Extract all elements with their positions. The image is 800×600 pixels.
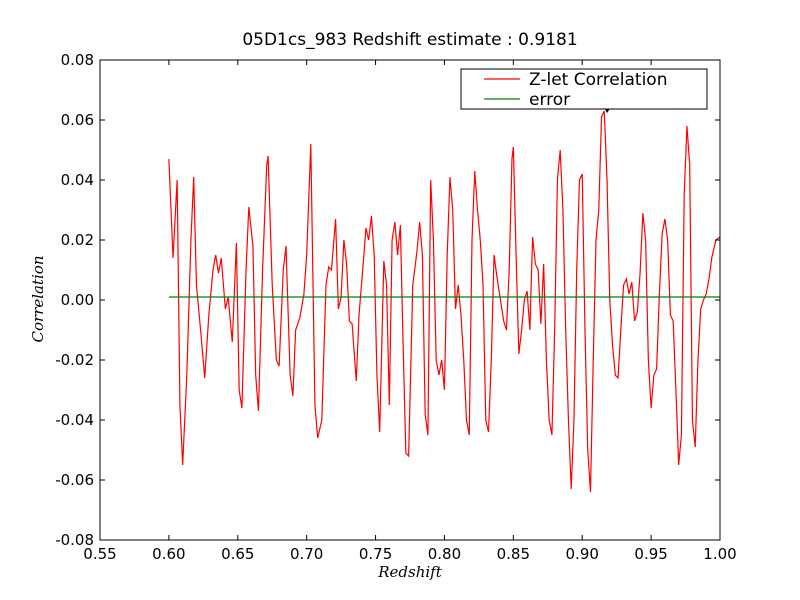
y-tick-label: 0.00 bbox=[61, 291, 94, 309]
x-tick-label: 0.65 bbox=[221, 545, 254, 563]
legend-label-error: error bbox=[529, 90, 570, 110]
x-tick-label: 0.70 bbox=[290, 545, 323, 563]
y-tick-label: -0.08 bbox=[55, 531, 94, 549]
chart-title: 05D1cs_983 Redshift estimate : 0.9181 bbox=[242, 30, 577, 50]
legend: Z-let Correlation error bbox=[460, 68, 708, 110]
y-tick-label: 0.06 bbox=[61, 111, 94, 129]
legend-box bbox=[460, 68, 708, 110]
y-tick-label: 0.04 bbox=[61, 171, 94, 189]
y-axis-label: Correlation bbox=[29, 256, 47, 343]
y-tick-label: -0.02 bbox=[55, 351, 94, 369]
x-tick-label: 0.80 bbox=[428, 545, 461, 563]
x-tick-label: 0.90 bbox=[566, 545, 599, 563]
y-tick-label: -0.04 bbox=[55, 411, 94, 429]
y-tick-label: 0.02 bbox=[61, 231, 94, 249]
x-axis-label: Redshift bbox=[377, 563, 442, 581]
x-tick-label: 0.85 bbox=[497, 545, 530, 563]
tick-layer bbox=[99, 59, 721, 541]
x-tick-labels: 0.55 0.60 0.65 0.70 0.75 0.80 0.85 0.90 0.95 1.00 bbox=[83, 545, 736, 563]
y-tick-label: -0.06 bbox=[55, 471, 94, 489]
y-tick-label: 0.08 bbox=[61, 51, 94, 69]
x-tick-label: 0.95 bbox=[634, 545, 667, 563]
x-tick-label: 1.00 bbox=[703, 545, 736, 563]
series-layer bbox=[168, 110, 721, 493]
series-line-z-let-correlation bbox=[168, 110, 721, 493]
y-tick-labels: 0.08 0.06 0.04 0.02 0.00 -0.02 -0.04 -0.06 -0.08 bbox=[55, 51, 94, 549]
x-tick-label: 0.60 bbox=[152, 545, 185, 563]
plot-background bbox=[100, 60, 720, 540]
legend-label-z-let-correlation: Z-let Correlation bbox=[529, 70, 667, 90]
x-tick-label: 0.75 bbox=[359, 545, 392, 563]
x-tick-label: 0.55 bbox=[83, 545, 116, 563]
